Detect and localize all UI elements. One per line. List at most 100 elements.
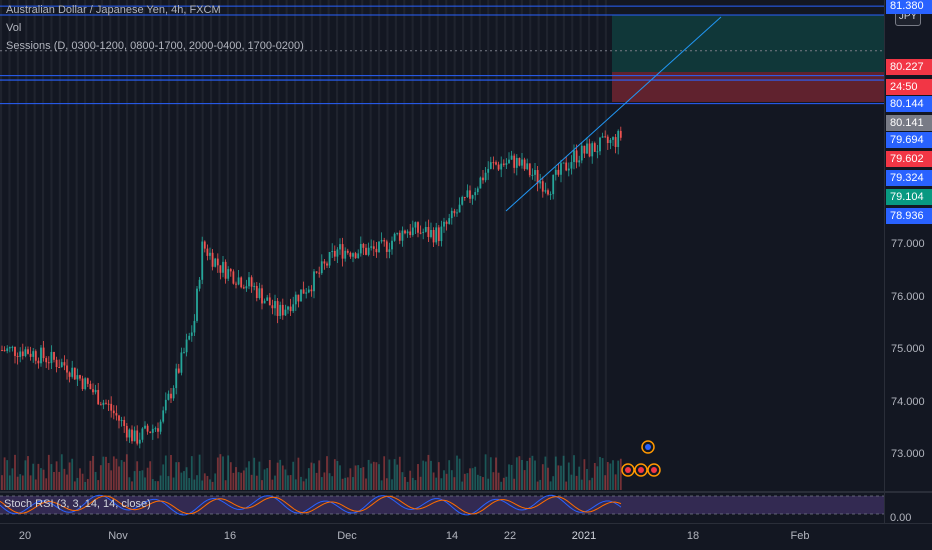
candle-body [19,351,22,357]
session-stripe [226,0,229,490]
price-tag: 78.936 [886,208,932,224]
volume-bar [164,455,167,490]
candle-body [383,240,386,242]
candle-body [367,247,370,255]
session-stripe [462,0,465,490]
candle-body [310,289,313,292]
volume-bar [385,478,388,490]
volume-bar [391,479,393,490]
volume-bar [575,475,578,490]
volume-bar [544,456,547,490]
candle-body [435,227,438,243]
candle-body [352,253,354,257]
candle-body [42,347,45,359]
volume-bar [502,477,505,490]
session-stripe [50,0,53,490]
candle-body [378,241,380,253]
volume-bar [596,466,599,490]
volume-bar [554,456,557,490]
candle-body [144,425,146,429]
volume-bar [157,481,159,490]
candle-body [58,367,61,369]
volume-bar [159,475,162,490]
candle-body [617,130,620,148]
session-stripe [310,0,313,490]
candle-body [471,195,474,199]
candle-body [120,419,123,421]
candle-body [6,348,9,352]
candle-body [216,258,219,266]
candle-body [515,157,518,168]
candle-body [463,197,466,199]
candle-body [84,378,87,390]
volume-bar [307,468,310,490]
candle-body [266,297,269,301]
candle-body [209,252,211,256]
candle-body [172,388,175,399]
candle-body [29,353,32,357]
candle-body [547,190,549,195]
candle-body [495,162,497,165]
candle-body [570,162,573,169]
volume-bar [367,459,370,490]
volume-bar [11,468,14,490]
event-flag-icon [645,444,651,450]
volume-bar [232,472,235,490]
candle-body [245,286,248,289]
candle-body [258,288,261,298]
volume-bar [393,459,396,490]
volume-bar [190,456,193,490]
volume-bar [448,460,451,490]
candle-body [276,301,279,316]
volume-bar [302,481,305,490]
volume-bar [565,481,568,490]
candle-body [604,136,607,138]
volume-bar [440,478,443,490]
candle-body [487,168,490,173]
volume-bar [149,461,152,490]
x-tick-label: 18 [686,530,700,542]
candle-body [328,251,331,266]
candle-body [419,232,422,234]
session-stripe [100,0,103,490]
candle-body [513,155,516,168]
candle-body [591,143,594,157]
candle-body [287,306,289,310]
volume-bar [14,454,16,490]
volume-bar [107,463,110,490]
candle-body [354,253,357,259]
candle-body [107,403,110,405]
session-stripe [546,0,549,490]
candle-body [401,230,404,241]
price-tag: 24:50 [886,79,932,95]
candle-body [71,367,74,377]
candle-body [409,231,412,236]
candle-body [138,439,141,444]
candle-body [588,143,591,157]
volume-bar [86,478,89,490]
volume-bar [437,462,440,490]
volume-bar [458,458,461,490]
volume-bar [497,472,500,490]
volume-bar [515,457,518,490]
volume-bar [183,471,185,490]
candle-body [380,240,383,242]
candle-body [86,378,89,384]
volume-bar [357,465,360,490]
candle-body [115,413,118,416]
session-stripe [16,0,19,490]
volume-bar [261,480,263,490]
session-stripe [109,0,112,490]
volume-bar [619,458,622,490]
candle-body [565,162,568,171]
volume-bar [287,475,289,490]
candle-body [271,305,274,309]
session-stripe [302,0,305,490]
candle-body [255,285,258,298]
session-stripe [8,0,11,490]
volume-bar [328,473,331,490]
session-stripe [260,0,263,490]
volume-bar [409,470,412,490]
volume-bar [84,481,87,490]
